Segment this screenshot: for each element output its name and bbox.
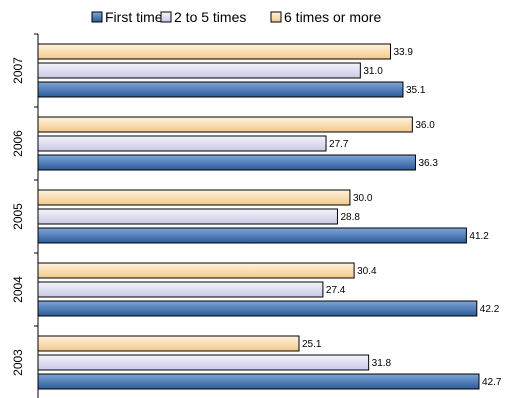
y-axis: 2007 2006 2005 2004 2003 (11, 33, 39, 398)
value-label-2004-6-times-or-more: 30.4 (357, 266, 377, 277)
value-label-2007-6-times-or-more: 33.9 (393, 47, 413, 58)
bar-2004-6-times-or-more (37, 262, 355, 279)
legend-swatch-2-to-5-times (160, 11, 172, 23)
value-label-2006-6-times-or-more: 36.0 (415, 120, 435, 131)
legend-swatch-6-times-or-more (270, 11, 282, 23)
value-label-2006-first-time: 36.3 (418, 158, 438, 169)
bar-2004-2-to-5-times (37, 281, 324, 298)
legend-item-first-time: First time (91, 9, 163, 25)
bar-2006-6-times-or-more (37, 116, 413, 133)
bar-2006-first-time (37, 154, 416, 171)
bar-2003-6-times-or-more (37, 335, 300, 352)
legend-label-6-times-or-more: 6 times or more (284, 9, 381, 25)
value-label-2003-6-times-or-more: 25.1 (302, 339, 322, 350)
value-labels: 33.9 31.0 35.1 36.0 27.7 36.3 30.0 28.8 41.2 30.4… (302, 47, 502, 388)
legend: First time 2 to 5 times 6 times or more (91, 9, 381, 25)
bars (37, 43, 480, 390)
value-label-2003-first-time: 42.7 (482, 377, 502, 388)
legend-label-first-time: First time (105, 9, 163, 25)
value-label-2004-first-time: 42.2 (480, 304, 500, 315)
category-label-2006: 2006 (11, 130, 25, 157)
legend-label-2-to-5-times: 2 to 5 times (174, 9, 246, 25)
bar-2004-first-time (37, 300, 478, 317)
value-label-2004-2-to-5-times: 27.4 (326, 285, 346, 296)
value-label-2007-2-to-5-times: 31.0 (363, 66, 383, 77)
category-label-2003: 2003 (11, 349, 25, 376)
bar-2003-2-to-5-times (37, 354, 370, 371)
value-label-2003-2-to-5-times: 31.8 (372, 358, 392, 369)
value-label-2005-2-to-5-times: 28.8 (340, 212, 360, 223)
bar-2005-6-times-or-more (37, 189, 351, 206)
category-label-2004: 2004 (11, 276, 25, 303)
legend-swatch-first-time (91, 11, 103, 23)
category-label-2005: 2005 (11, 203, 25, 230)
value-label-2005-first-time: 41.2 (469, 231, 489, 242)
value-label-2006-2-to-5-times: 27.7 (329, 139, 349, 150)
bar-2005-2-to-5-times (37, 208, 338, 225)
bar-2006-2-to-5-times (37, 135, 327, 152)
legend-item-6-times-or-more: 6 times or more (270, 9, 381, 25)
legend-item-2-to-5-times: 2 to 5 times (160, 9, 246, 25)
value-label-2005-6-times-or-more: 30.0 (353, 193, 373, 204)
category-label-2007: 2007 (11, 57, 25, 84)
bar-2007-6-times-or-more (37, 43, 391, 60)
bar-2007-first-time (37, 81, 404, 98)
bar-2007-2-to-5-times (37, 62, 361, 79)
bar-2005-first-time (37, 227, 467, 244)
value-label-2007-first-time: 35.1 (406, 85, 426, 96)
bar-2003-first-time (37, 373, 480, 390)
